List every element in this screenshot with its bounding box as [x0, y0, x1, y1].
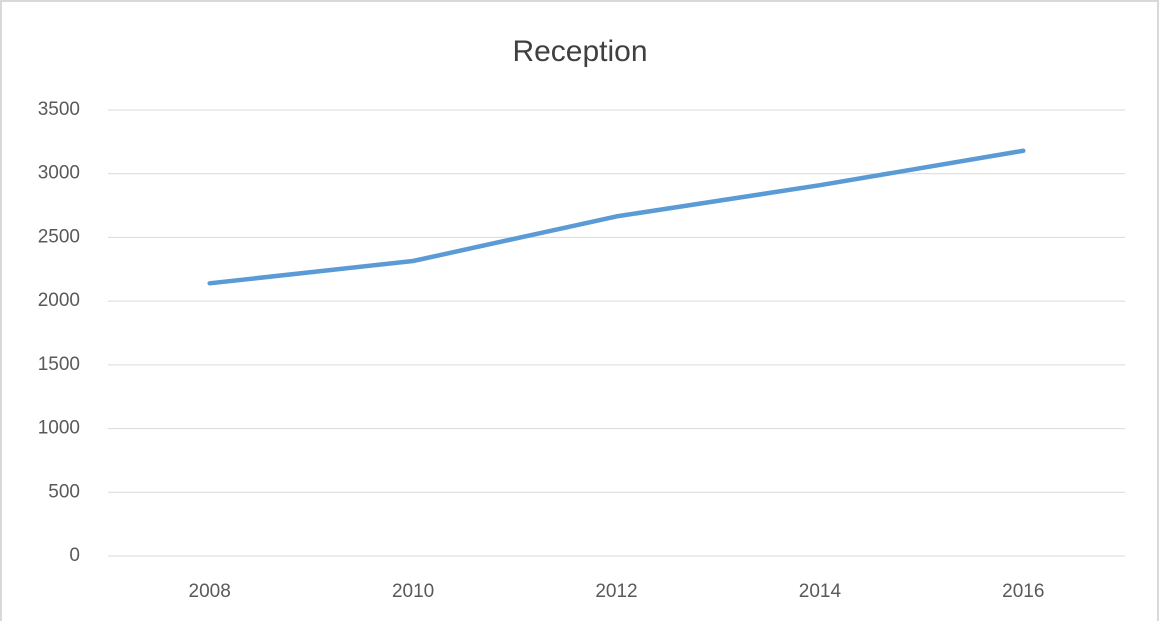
x-tick-label: 2008	[189, 581, 231, 602]
y-tick-label: 500	[48, 481, 80, 502]
y-tick-label: 2500	[38, 226, 80, 247]
y-tick-label: 3500	[38, 99, 80, 120]
chart-title: Reception	[512, 35, 647, 68]
y-tick-label: 1000	[38, 418, 80, 439]
x-tick-label: 2010	[392, 581, 434, 602]
x-tick-label: 2012	[595, 581, 637, 602]
x-tick-label: 2016	[1002, 581, 1044, 602]
y-tick-label: 3000	[38, 163, 80, 184]
x-tick-label: 2014	[799, 581, 842, 602]
y-tick-label: 1500	[38, 354, 80, 375]
y-tick-label: 0	[69, 545, 80, 566]
y-tick-label: 2000	[38, 290, 80, 311]
line-series	[207, 148, 1026, 286]
